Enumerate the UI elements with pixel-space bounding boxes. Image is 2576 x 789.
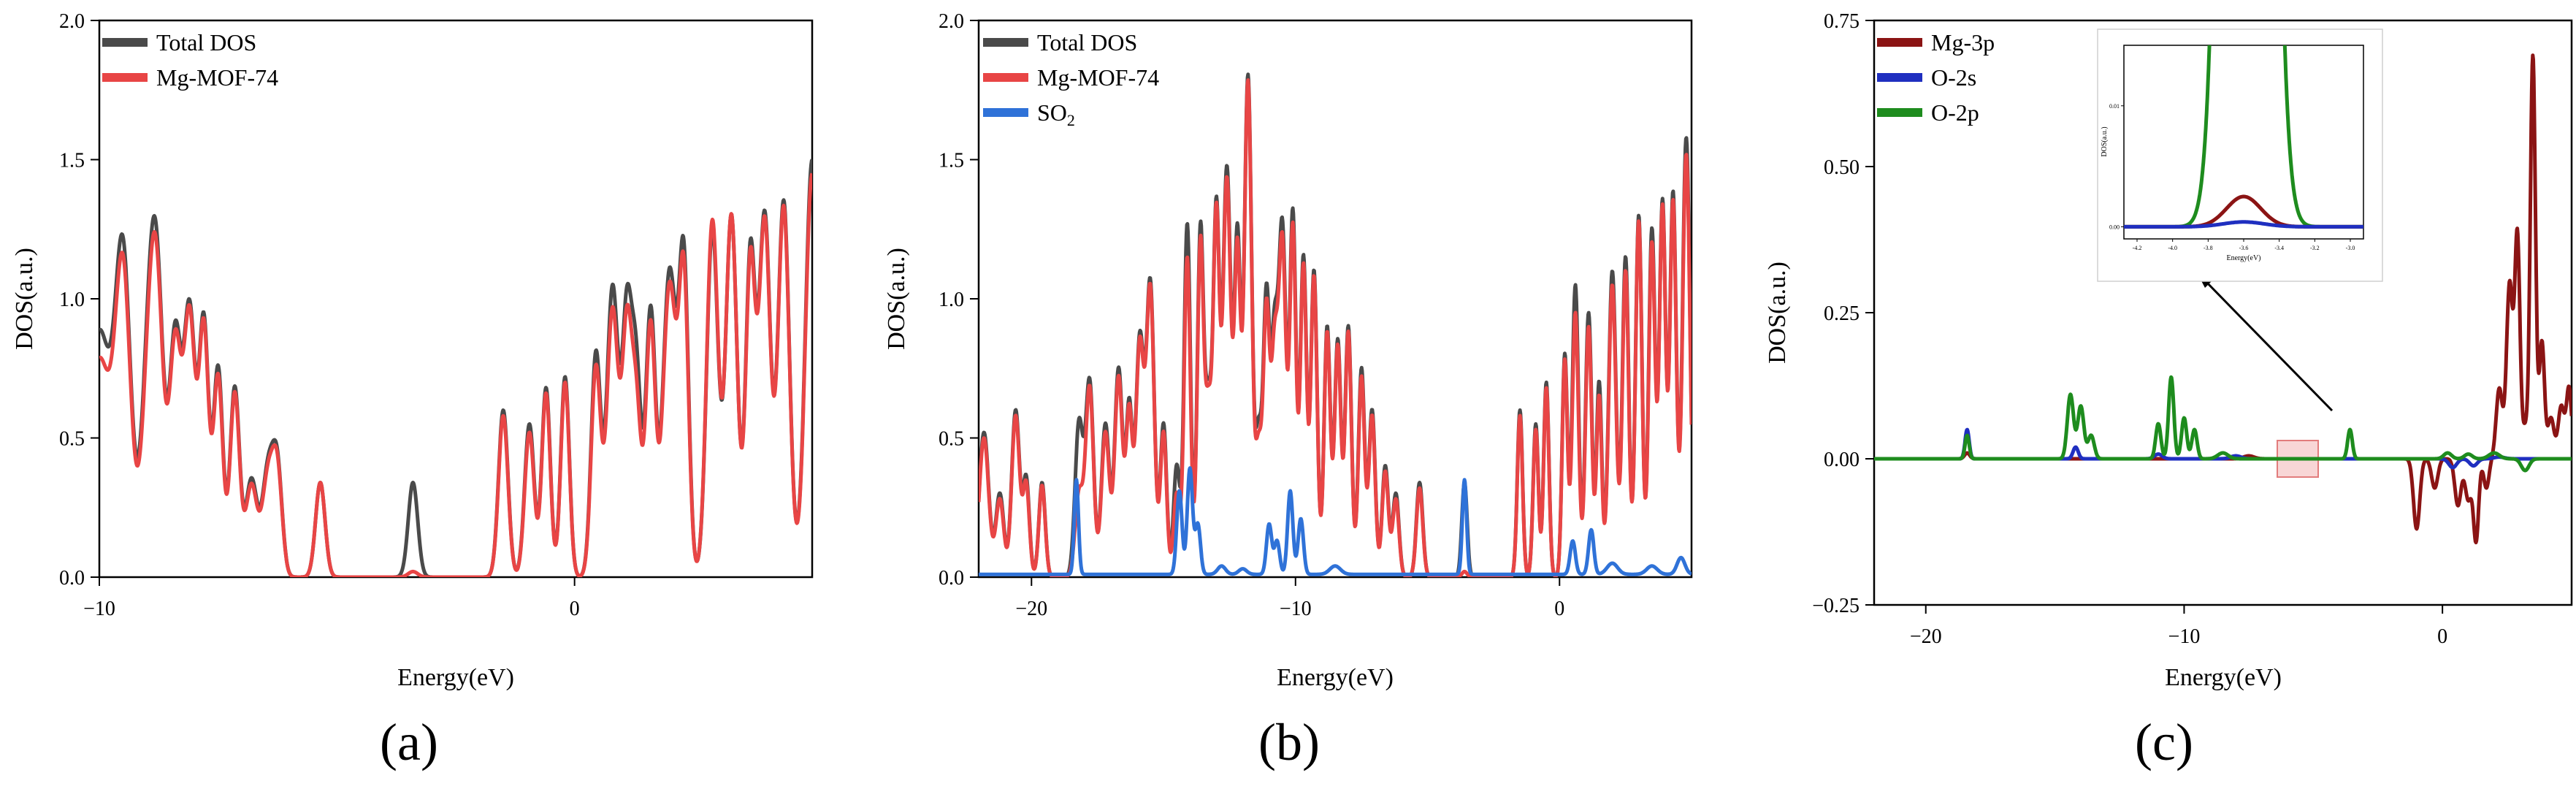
inset-line-o-2s xyxy=(2124,220,2363,229)
y-tick-label: 0.00 xyxy=(1824,449,1860,471)
x-tick-label: −10 xyxy=(83,598,115,620)
inset-x-tick-label: -3.8 xyxy=(2204,245,2213,251)
y-tick-label: 0.0 xyxy=(939,567,964,590)
inset-x-tick-label: -3.4 xyxy=(2274,245,2284,251)
legend-label: O-2s xyxy=(1931,64,1976,91)
x-tick-label: −20 xyxy=(1910,625,1942,648)
y-tick-label: 0.5 xyxy=(939,428,964,451)
panel-c: −20 −10 0 −0.25 0.00 0.25 0.50 0.75 Mg-3p O-2s O-… xyxy=(1764,10,2573,771)
inset-x-tick-label: -3.6 xyxy=(2239,245,2249,251)
x-tick-label: 0 xyxy=(2437,625,2447,648)
panel-label-b: (b) xyxy=(1258,713,1320,771)
x-axis-label-c: Energy(eV) xyxy=(2165,664,2282,691)
y-tick-label: 0.50 xyxy=(1824,156,1860,179)
inset-y-tick-label: 0.01 xyxy=(2109,103,2120,110)
legend-label: O-2p xyxy=(1931,99,1979,126)
panel-label-a: (a) xyxy=(380,713,438,771)
legend-a: Total DOS Mg-MOF-74 xyxy=(102,29,278,91)
plot-frame-a xyxy=(98,19,814,579)
inset-pointer-arrow xyxy=(2201,276,2334,412)
series-line-mg-mof-74 xyxy=(979,78,1692,577)
inset-x-axis-label: Energy(eV) xyxy=(2226,254,2260,262)
y-tick-label: 0.0 xyxy=(59,567,85,590)
y-tick-label: 1.0 xyxy=(59,289,85,311)
y-tick-label: 0.25 xyxy=(1824,302,1860,325)
x-tick-label: −20 xyxy=(1015,598,1047,620)
series-lines-b xyxy=(979,72,1692,577)
legend-label: Mg-MOF-74 xyxy=(156,64,278,91)
legend-b: Total DOS Mg-MOF-74 SO2 xyxy=(983,29,1159,129)
series-line-o-2s xyxy=(1874,427,2572,470)
axis-ticks-a: −10 0 0.0 0.5 1.0 1.5 2.0 xyxy=(59,10,580,620)
series-lines-a xyxy=(99,159,812,577)
y-axis-label-c: DOS(a.u.) xyxy=(1764,262,1791,364)
legend-label: Total DOS xyxy=(1037,29,1137,56)
x-tick-label: −10 xyxy=(2168,625,2201,648)
inset-x-tick-label: -4.2 xyxy=(2133,245,2142,251)
inset-x-tick-label: -3.2 xyxy=(2310,245,2320,251)
legend-label: Total DOS xyxy=(156,29,256,56)
y-tick-label: 0.75 xyxy=(1824,10,1860,33)
y-tick-label: 2.0 xyxy=(939,10,964,33)
inset-y-axis-label: DOS(a.u.) xyxy=(2101,126,2109,156)
x-tick-label: 0 xyxy=(570,598,580,620)
y-tick-label: −0.25 xyxy=(1812,595,1860,617)
legend-label: Mg-3p xyxy=(1931,29,1995,56)
y-tick-label: 0.5 xyxy=(59,428,85,451)
inset-x-tick-label: -3.0 xyxy=(2346,245,2355,251)
y-tick-label: 1.5 xyxy=(939,150,964,172)
inset-series-lines xyxy=(2124,45,2363,229)
y-axis-label-a: DOS(a.u.) xyxy=(11,248,38,350)
legend-c: Mg-3p O-2s O-2p xyxy=(1877,29,1995,126)
y-tick-label: 2.0 xyxy=(59,10,85,33)
y-tick-label: 1.5 xyxy=(59,150,85,172)
y-axis-label-b: DOS(a.u.) xyxy=(883,248,910,350)
axis-ticks-c: −20 −10 0 −0.25 0.00 0.25 0.50 0.75 xyxy=(1812,10,2447,648)
axis-ticks-b: −20 −10 0 0.0 0.5 1.0 1.5 2.0 xyxy=(939,10,1564,620)
series-line-so2 xyxy=(979,466,1692,576)
inset-x-tick-label: -4.0 xyxy=(2168,245,2177,251)
panel-a: −10 0 0.0 0.5 1.0 1.5 2.0 Total DOS Mg-MOF-74 E… xyxy=(11,10,814,771)
inset-zoom-plot: -4.2 -4.0 -3.8 -3.6 -3.4 -3.2 -3.0 0.00 0.01 Ene… xyxy=(2097,28,2383,282)
series-line-mg-mof-74 xyxy=(99,172,812,577)
legend-label: Mg-MOF-74 xyxy=(1037,64,1159,91)
x-axis-label-b: Energy(eV) xyxy=(1277,664,1394,691)
inset-background xyxy=(2097,28,2383,282)
legend-label: SO2 xyxy=(1037,99,1075,129)
x-axis-label-a: Energy(eV) xyxy=(397,664,514,691)
inset-y-tick-label: 0.00 xyxy=(2109,224,2120,230)
y-tick-label: 1.0 xyxy=(939,289,964,311)
inset-axis-ticks: -4.2 -4.0 -3.8 -3.6 -3.4 -3.2 -3.0 0.00 0.01 xyxy=(2109,103,2355,251)
series-lines-c xyxy=(1874,53,2572,545)
panel-b: −20 −10 0 0.0 0.5 1.0 1.5 2.0 Total DOS Mg-MOF-7… xyxy=(883,10,1693,771)
x-tick-label: −10 xyxy=(1280,598,1312,620)
x-tick-label: 0 xyxy=(1554,598,1564,620)
panel-label-c: (c) xyxy=(2135,713,2193,771)
series-line-o-2p xyxy=(1874,375,2572,473)
